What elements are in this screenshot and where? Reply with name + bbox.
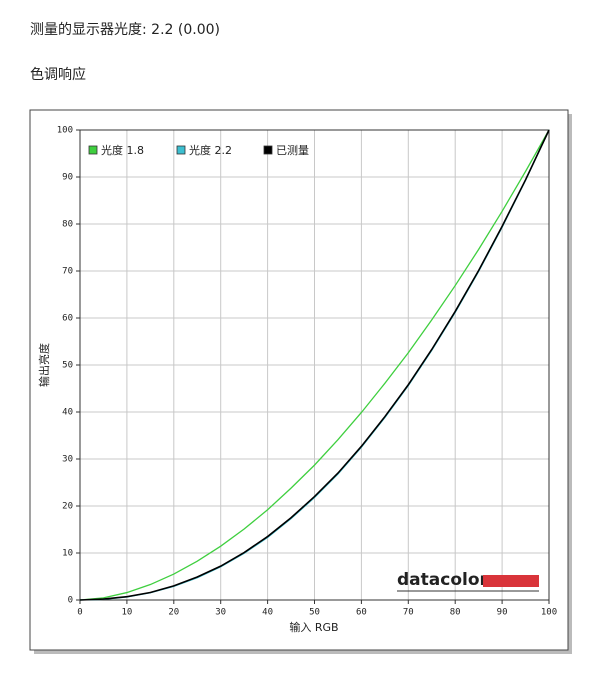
y-tick-label: 10 bbox=[62, 549, 73, 559]
legend-swatch bbox=[263, 145, 273, 155]
y-tick-label: 20 bbox=[62, 502, 73, 512]
x-tick-label: 90 bbox=[497, 608, 508, 618]
y-tick-label: 40 bbox=[62, 408, 73, 418]
y-tick-label: 80 bbox=[62, 220, 73, 230]
y-axis-label: 输出亮度 bbox=[37, 343, 51, 387]
legend-label: 光度 2.2 bbox=[189, 143, 232, 157]
legend-swatch bbox=[176, 145, 186, 155]
brand-bar bbox=[483, 575, 539, 587]
y-tick-label: 70 bbox=[62, 267, 73, 277]
header-title: 测量的显示器光度: 2.2 (0.00) bbox=[30, 22, 220, 38]
x-tick-label: 70 bbox=[403, 608, 414, 618]
legend-swatch bbox=[88, 145, 98, 155]
section-title: 色调响应 bbox=[30, 66, 86, 83]
x-tick-label: 30 bbox=[215, 608, 226, 618]
y-tick-label: 30 bbox=[62, 455, 73, 465]
plot: 0 10 20 30 40 50 60 70 80 90 100 0 10 20 30 40 50 60 70 80 9… bbox=[57, 126, 557, 618]
y-tick-label: 100 bbox=[57, 126, 73, 136]
y-tick-label: 60 bbox=[62, 314, 73, 324]
x-axis-label: 输入 RGB bbox=[289, 620, 338, 634]
legend-label: 光度 1.8 bbox=[101, 143, 144, 157]
series-line bbox=[79, 129, 550, 601]
x-tick-label: 60 bbox=[356, 608, 367, 618]
series-line bbox=[79, 129, 550, 601]
y-tick-label: 50 bbox=[62, 361, 73, 371]
plot-border bbox=[79, 129, 550, 601]
brand-logo: datacolor bbox=[397, 570, 489, 590]
x-tick-label: 10 bbox=[121, 608, 132, 618]
x-tick-label: 20 bbox=[168, 608, 179, 618]
x-tick-label: 80 bbox=[450, 608, 461, 618]
x-tick-label: 0 bbox=[77, 608, 82, 618]
y-tick-label: 90 bbox=[62, 173, 73, 183]
x-tick-label: 50 bbox=[309, 608, 320, 618]
x-tick-label: 40 bbox=[262, 608, 273, 618]
y-tick-label: 0 bbox=[68, 596, 73, 606]
x-tick-label: 100 bbox=[541, 608, 557, 618]
legend-label: 已测量 bbox=[276, 144, 309, 157]
